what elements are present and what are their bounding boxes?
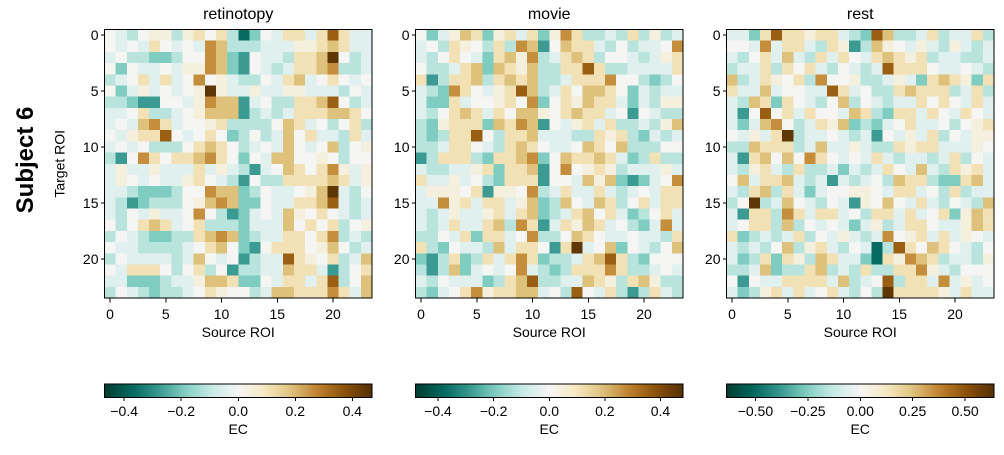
svg-text:Source ROI: Source ROI bbox=[824, 324, 897, 340]
svg-text:5: 5 bbox=[91, 83, 99, 99]
svg-text:0.00: 0.00 bbox=[847, 403, 874, 419]
svg-text:EC: EC bbox=[850, 421, 869, 437]
svg-text:−0.4: −0.4 bbox=[424, 403, 452, 419]
svg-text:0: 0 bbox=[728, 306, 736, 322]
svg-text:−0.2: −0.2 bbox=[480, 403, 508, 419]
svg-text:10: 10 bbox=[525, 306, 541, 322]
svg-text:Source ROI: Source ROI bbox=[202, 324, 275, 340]
svg-text:EC: EC bbox=[228, 421, 247, 437]
svg-text:10: 10 bbox=[394, 139, 410, 155]
svg-text:retinotopy: retinotopy bbox=[203, 6, 273, 23]
svg-text:Subject 6: Subject 6 bbox=[12, 107, 39, 214]
svg-text:20: 20 bbox=[636, 306, 652, 322]
svg-text:0.4: 0.4 bbox=[651, 403, 671, 419]
svg-text:5: 5 bbox=[473, 306, 481, 322]
svg-text:20: 20 bbox=[325, 306, 341, 322]
svg-text:−0.4: −0.4 bbox=[110, 403, 138, 419]
svg-text:20: 20 bbox=[947, 306, 963, 322]
svg-text:Target ROI: Target ROI bbox=[52, 130, 68, 198]
svg-text:0: 0 bbox=[402, 27, 410, 43]
svg-text:15: 15 bbox=[580, 306, 596, 322]
svg-text:15: 15 bbox=[269, 306, 285, 322]
svg-text:10: 10 bbox=[705, 139, 721, 155]
svg-text:EC: EC bbox=[539, 421, 558, 437]
svg-text:0.4: 0.4 bbox=[343, 403, 363, 419]
svg-text:0.0: 0.0 bbox=[540, 403, 560, 419]
svg-text:0.25: 0.25 bbox=[899, 403, 926, 419]
svg-text:15: 15 bbox=[705, 195, 721, 211]
svg-text:0.0: 0.0 bbox=[229, 403, 249, 419]
svg-text:0.50: 0.50 bbox=[951, 403, 978, 419]
svg-text:20: 20 bbox=[83, 251, 99, 267]
svg-text:0: 0 bbox=[91, 27, 99, 43]
svg-text:−0.25: −0.25 bbox=[790, 403, 826, 419]
svg-text:20: 20 bbox=[394, 251, 410, 267]
svg-text:0: 0 bbox=[417, 306, 425, 322]
svg-text:10: 10 bbox=[836, 306, 852, 322]
svg-text:0.2: 0.2 bbox=[286, 403, 306, 419]
svg-text:rest: rest bbox=[847, 6, 874, 23]
svg-text:Source ROI: Source ROI bbox=[513, 324, 586, 340]
svg-text:0: 0 bbox=[713, 27, 721, 43]
svg-text:0.2: 0.2 bbox=[595, 403, 615, 419]
svg-text:5: 5 bbox=[713, 83, 721, 99]
svg-text:0: 0 bbox=[106, 306, 114, 322]
svg-text:5: 5 bbox=[402, 83, 410, 99]
svg-text:−0.50: −0.50 bbox=[738, 403, 774, 419]
svg-text:15: 15 bbox=[83, 195, 99, 211]
svg-text:10: 10 bbox=[83, 139, 99, 155]
svg-text:movie: movie bbox=[528, 6, 571, 23]
svg-text:10: 10 bbox=[214, 306, 230, 322]
svg-text:−0.2: −0.2 bbox=[167, 403, 195, 419]
svg-text:5: 5 bbox=[162, 306, 170, 322]
svg-text:5: 5 bbox=[784, 306, 792, 322]
svg-text:15: 15 bbox=[394, 195, 410, 211]
svg-text:20: 20 bbox=[705, 251, 721, 267]
svg-text:15: 15 bbox=[891, 306, 907, 322]
